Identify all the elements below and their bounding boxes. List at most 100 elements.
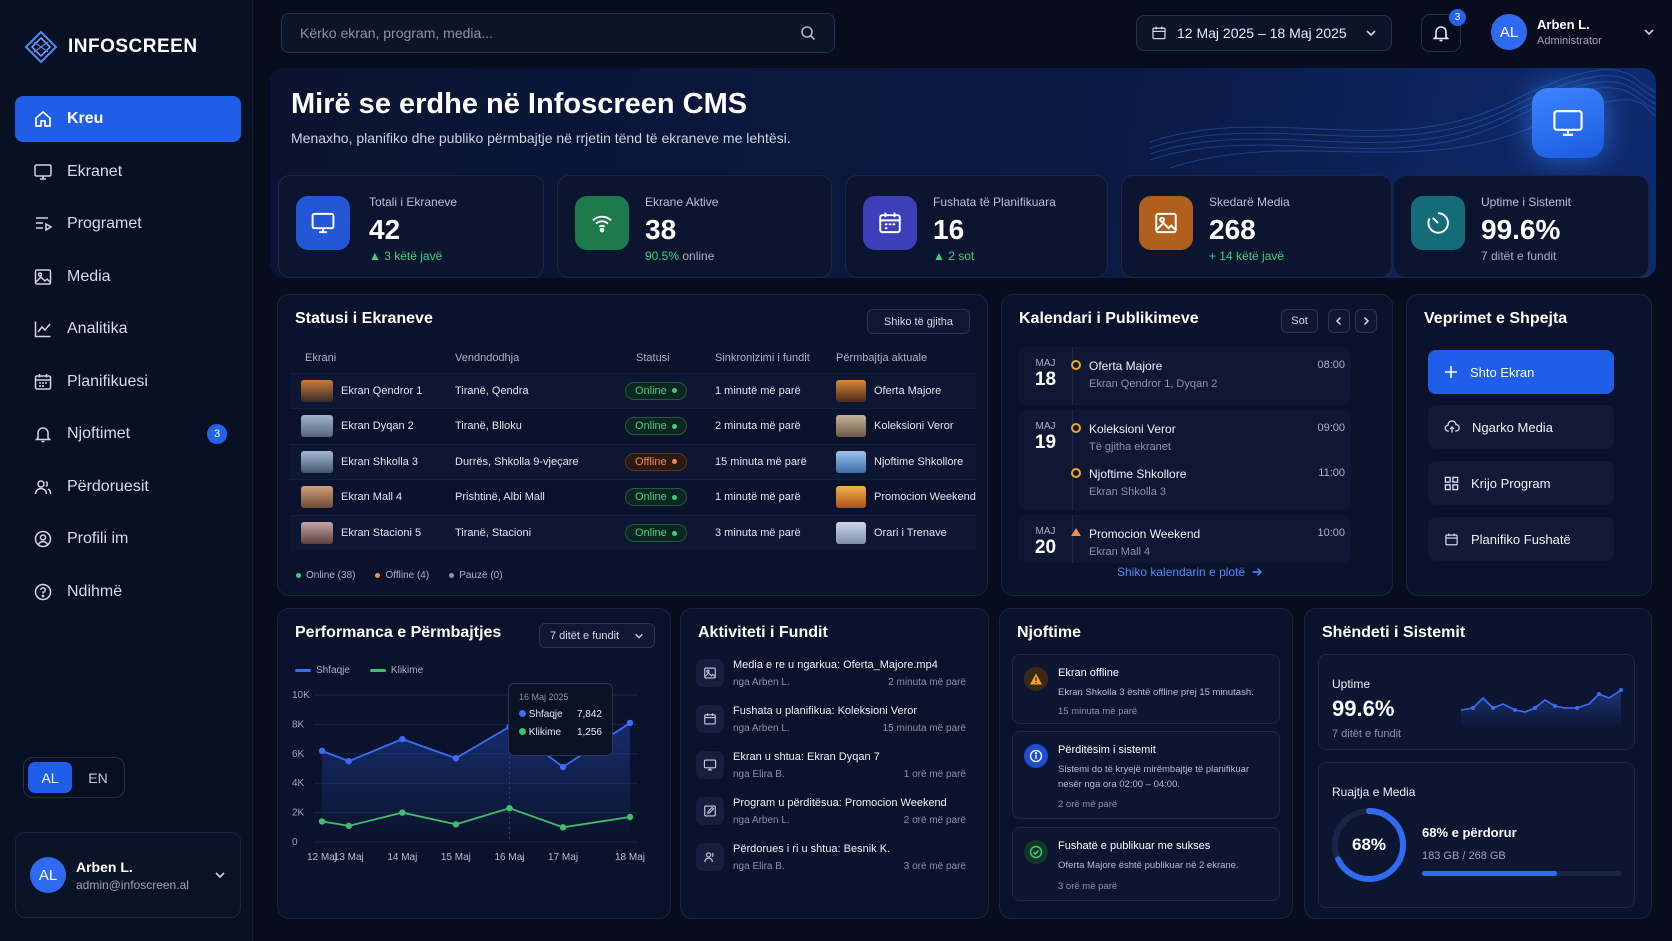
data-point-klikime: [318, 818, 326, 825]
logo-icon: [24, 30, 58, 64]
stat-card-active-screens[interactable]: Ekrane Aktive 38 90.5% online: [557, 175, 832, 278]
legend-item-online: Online (38): [296, 570, 355, 581]
sidebar-item-kreu[interactable]: Kreu: [15, 96, 241, 142]
stat-card-uptime[interactable]: Uptime i Sistemit 99.6% 7 ditët e fundit: [1393, 175, 1649, 278]
calendar-event[interactable]: Koleksioni Veror Të gjitha ekranet 09:00: [1071, 422, 1345, 453]
sidebar-item-profili[interactable]: Profili im: [15, 516, 241, 562]
calendar-date: MAJ 18: [1019, 347, 1073, 405]
sidebar-item-perdoruesit[interactable]: Përdoruesit: [15, 464, 241, 510]
stat-card-campaigns[interactable]: Fushata të Planifikuara 16 ▲ 2 sot: [845, 175, 1108, 278]
brand-logo[interactable]: INFOSCREEN: [24, 30, 198, 64]
screen-thumbnail: [301, 379, 333, 402]
recent-activity-card: Aktiviteti i Fundit Media e re u ngarkua…: [680, 608, 989, 919]
wifi-icon: [575, 196, 629, 250]
screen-content: Koleksioni Veror: [874, 420, 954, 433]
prev-button[interactable]: [1328, 309, 1350, 333]
next-button[interactable]: [1355, 309, 1377, 333]
stat-sub: + 14 këtë javë: [1209, 249, 1285, 263]
info-icon: [1024, 744, 1048, 768]
activity-item[interactable]: Përdorues i ri u shtua: Besnik K. nga Eli…: [696, 839, 966, 883]
table-row[interactable]: Ekran Dyqan 2 Tiranë, Blloku Online 2 mi…: [290, 408, 976, 444]
search-bar: [281, 13, 835, 53]
calendar-day[interactable]: MAJ 18 Oferta Majore Ekran Qendror 1, Dyqa…: [1019, 347, 1351, 405]
search-icon[interactable]: [800, 25, 816, 41]
avatar: AL: [30, 857, 66, 893]
calendar-date: MAJ 19: [1019, 410, 1073, 510]
column-header: Sinkronizimi i fundit: [715, 351, 810, 364]
calendar-day[interactable]: MAJ 19 Koleksioni Veror Të gjitha ekranet 0…: [1019, 410, 1351, 510]
calendar-icon: [863, 196, 917, 250]
schedule-campaign-button[interactable]: Planifiko Fushatë: [1428, 517, 1614, 561]
monitor-icon: [34, 163, 52, 180]
calendar-event[interactable]: Promocion Weekend Ekran Mall 4 10:00: [1071, 527, 1345, 558]
table-row[interactable]: Ekran Stacioni 5 Tiranë, Stacioni Online…: [290, 514, 976, 551]
sidebar-item-analitika[interactable]: Analitika: [15, 306, 241, 352]
table-row[interactable]: Ekran Mall 4 Prishtinë, Albi Mall Online…: [290, 479, 976, 515]
sidebar-item-media[interactable]: Media: [15, 254, 241, 300]
language-option-al[interactable]: AL: [28, 762, 72, 793]
sidebar-item-ekranet[interactable]: Ekranet: [15, 149, 241, 195]
home-icon: [35, 110, 51, 127]
notification-item[interactable]: Fushatë e publikuar me sukses Oferta Maj…: [1012, 827, 1280, 901]
activity-item[interactable]: Media e re u ngarkua: Oferta_Majore.mp4 n…: [696, 655, 966, 699]
status-text: Offline: [635, 455, 667, 468]
data-point-klikime: [452, 821, 460, 828]
sidebar-item-label: Ekranet: [67, 162, 123, 180]
check-icon: [1024, 840, 1048, 864]
sidebar-item-label: Planifikuesi: [67, 372, 148, 390]
user-menu[interactable]: AL Arben L. Administrator: [1491, 14, 1655, 50]
sidebar-item-programet[interactable]: Programet: [15, 201, 241, 247]
today-button[interactable]: Sot: [1281, 309, 1318, 333]
search-input[interactable]: [300, 25, 800, 41]
full-calendar-link[interactable]: Shiko kalendarin e plotë: [1117, 565, 1263, 579]
notification-title: Fushatë e publikuar me sukses: [1058, 840, 1211, 852]
stat-card-total-screens[interactable]: Totali i Ekraneve 42 ▲ 3 këtë javë: [278, 175, 544, 278]
table-row[interactable]: Ekran Shkolla 3 Durrës, Shkolla 9-vjeçar…: [290, 443, 976, 480]
stat-value: 268: [1209, 214, 1256, 245]
users-icon: [696, 843, 724, 871]
upload-media-button[interactable]: Ngarko Media: [1428, 405, 1614, 449]
sidebar-user-menu[interactable]: AL Arben L. admin@infoscreen.al: [15, 832, 241, 918]
table-row[interactable]: Ekran Qendror 1 Tiranë, Qendra Online 1 …: [290, 372, 976, 409]
monitor-icon: [1532, 88, 1604, 158]
screen-name: Ekran Qendror 1: [341, 384, 423, 397]
sidebar-item-planifikuesi[interactable]: Planifikuesi: [15, 359, 241, 405]
event-dot: [1071, 528, 1081, 536]
notification-title: Përditësim i sistemit: [1058, 744, 1156, 756]
calendar-date: MAJ 20: [1019, 515, 1073, 563]
stat-card-media[interactable]: Skedarë Media 268 + 14 këtë javë: [1121, 175, 1392, 278]
screen-status-table: Ekrani Vendndodhja Statusi Sinkronizimi …: [290, 343, 976, 551]
chart-icon: [34, 321, 51, 338]
x-tick-label: 15 Maj: [441, 852, 471, 863]
publishing-calendar-card: Kalendari i Publikimeve Sot MAJ 18 Oferta…: [1001, 294, 1393, 596]
activity-item[interactable]: Fushata u planifikua: Koleksioni Veror ng…: [696, 701, 966, 745]
page-title: Mirë se erdhe në Infoscreen CMS: [291, 88, 748, 120]
create-program-button[interactable]: Krijo Program: [1428, 461, 1614, 505]
sidebar-item-ndihme[interactable]: Ndihmë: [15, 569, 241, 615]
date-range-picker[interactable]: 12 Maj 2025 – 18 Maj 2025: [1136, 15, 1392, 51]
calendar-day[interactable]: MAJ 20 Promocion Weekend Ekran Mall 4 10:00: [1019, 515, 1351, 563]
data-point-klikime: [399, 809, 406, 816]
chevron-down-icon: [1366, 30, 1376, 37]
notification-item[interactable]: Ekran offline Ekran Shkolla 3 është offl…: [1012, 654, 1280, 724]
avatar: AL: [1491, 14, 1527, 50]
topbar: 12 Maj 2025 – 18 Maj 2025 3 AL Arben L. …: [253, 0, 1672, 66]
period-select[interactable]: 7 ditët e fundit: [539, 623, 655, 648]
quick-actions-card: Veprimet e Shpejta Shto Ekran Ngarko Med…: [1406, 294, 1652, 596]
calendar-event[interactable]: Njoftime Shkollore Ekran Shkolla 3 11:00: [1071, 467, 1345, 498]
screen-sync: 2 minuta më parë: [715, 408, 836, 444]
language-option-en[interactable]: EN: [88, 769, 108, 786]
data-point-shfaqje: [626, 719, 634, 727]
storage-used-label: 68% e përdorur: [1422, 825, 1517, 840]
add-screen-button[interactable]: Shto Ekran: [1428, 350, 1614, 394]
sidebar-item-njoftimet[interactable]: Njoftimet 3: [15, 411, 241, 457]
chevron-down-icon: [215, 872, 225, 879]
notification-item[interactable]: Përditësim i sistemit Sistemi do të krye…: [1012, 731, 1280, 819]
view-all-button[interactable]: Shiko të gjitha: [867, 309, 970, 334]
activity-item[interactable]: Program u përditësua: Promocion Weekend n…: [696, 793, 966, 837]
calendar-event[interactable]: Oferta Majore Ekran Qendror 1, Dyqan 2 08:…: [1071, 359, 1345, 390]
notifications-button[interactable]: 3: [1421, 9, 1466, 52]
content-thumbnail: [836, 486, 866, 509]
activity-item[interactable]: Ekran u shtua: Ekran Dyqan 7 nga Elira B.…: [696, 747, 966, 791]
stat-label: Fushata të Planifikuara: [933, 195, 1056, 209]
